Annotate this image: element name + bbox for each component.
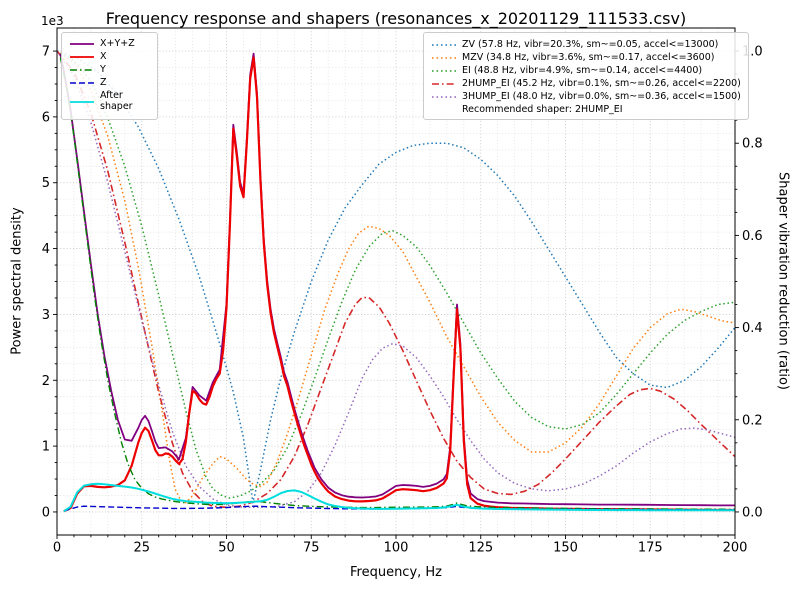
- legend-entry-3HUMP_EI: 3HUMP_EI (48.0 Hz, vibr=0.0%, sm~=0.36, …: [431, 91, 741, 102]
- legend-note: Recommended shaper: 2HUMP_EI: [462, 104, 623, 115]
- legend-entry-MZV: MZV (34.8 Hz, vibr=3.6%, sm~=0.17, accel…: [431, 52, 741, 63]
- legend-line-sample-3HUMP_EI: [432, 95, 456, 98]
- legend-line-sample-ZV: [432, 43, 456, 46]
- legend-entry-X+Y+Z: X+Y+Z: [69, 38, 150, 50]
- y-left-tick-label: 2: [42, 374, 50, 389]
- curve-2HUMP_EI: [56, 50, 736, 509]
- legend-label: ZV (57.8 Hz, vibr=20.3%, sm~=0.05, accel…: [462, 39, 719, 50]
- grid-lines: [56, 28, 736, 535]
- y-left-tick-label: 0: [42, 505, 50, 520]
- legend-line-sample-X: [70, 56, 94, 59]
- y-left-tick-label: 6: [42, 110, 50, 125]
- legend-label: MZV (34.8 Hz, vibr=3.6%, sm~=0.17, accel…: [462, 52, 715, 63]
- y-right-tick-label: 0.0: [742, 505, 763, 520]
- psd-curves: [59, 52, 736, 513]
- y-left-tick-label: 4: [42, 242, 50, 257]
- x-tick-label: 175: [638, 541, 663, 556]
- y-axis-label-left: Power spectral density: [9, 207, 25, 355]
- legend-entry-X: X: [69, 50, 150, 63]
- legend-line-sample-Y: [70, 69, 94, 71]
- y-left-tick-label: 5: [42, 176, 50, 191]
- legend-entry-Z: Z: [69, 76, 150, 89]
- legend-label: Z: [100, 76, 107, 88]
- legend-line-sample-2HUMP_EI: [432, 82, 456, 85]
- legend-label: X+Y+Z: [100, 38, 135, 49]
- x-axis-label: Frequency, Hz: [349, 565, 443, 580]
- x-tick-label: 25: [133, 541, 150, 556]
- legend-line-sample-Z: [70, 82, 94, 84]
- y-left-tick-label: 3: [42, 308, 50, 323]
- x-tick-label: 50: [218, 541, 235, 556]
- y-right-tick-label: 0.6: [742, 229, 763, 244]
- legend-line-sample-MZV: [432, 56, 456, 59]
- curve-X+Y+Z: [59, 52, 735, 507]
- legend-label: After shaper: [100, 89, 133, 112]
- shaper-legend: ZV (57.8 Hz, vibr=20.3%, sm~=0.05, accel…: [423, 32, 749, 120]
- legend-label: Y: [100, 63, 106, 75]
- legend-label: X: [100, 50, 107, 62]
- psd-legend: X+Y+Z X Y Z After shaper: [61, 32, 158, 120]
- legend-line-sample-After-shaper: [70, 100, 94, 103]
- y-right-tick-label: 0.2: [742, 413, 763, 428]
- axis-ticks: [53, 50, 739, 539]
- legend-entry-EI: EI (48.8 Hz, vibr=4.9%, sm~=0.14, accel<…: [431, 65, 741, 76]
- x-tick-label: 200: [723, 541, 748, 556]
- y-left-tick-label: 7: [42, 45, 50, 60]
- x-tick-label: 0: [53, 541, 61, 556]
- legend-entry-Y: Y: [69, 63, 150, 76]
- shaper-curves: [56, 50, 736, 509]
- curve-ZV: [56, 50, 736, 504]
- legend-entry-ZV: ZV (57.8 Hz, vibr=20.3%, sm~=0.05, accel…: [431, 39, 741, 50]
- curve-MZV: [56, 50, 736, 504]
- legend-entry-After-shaper: After shaper: [69, 89, 150, 113]
- y-right-tick-label: 0.4: [742, 321, 763, 336]
- legend-label: 3HUMP_EI (48.0 Hz, vibr=0.0%, sm~=0.36, …: [462, 91, 741, 102]
- legend-line-sample-EI: [432, 69, 456, 72]
- y-left-tick-label: 1: [42, 440, 50, 455]
- legend-line-sample-X+Y+Z: [70, 43, 94, 46]
- x-tick-label: 150: [553, 541, 578, 556]
- legend-label: EI (48.8 Hz, vibr=4.9%, sm~=0.14, accel<…: [462, 65, 703, 76]
- y-axis-label-right: Shaper vibration reduction (ratio): [775, 172, 791, 390]
- tick-labels: 0 25 50 75 100 125 150 175 200 0 1 2 3 4 5 6 7 0.0 0.2 0.4 0…: [42, 45, 763, 556]
- x-tick-label: 100: [384, 541, 409, 556]
- curve-X: [63, 56, 735, 513]
- axis-offset-text: 1e3: [41, 14, 64, 28]
- curve-Y: [59, 57, 736, 510]
- curve-After-shaper: [63, 482, 735, 513]
- x-tick-label: 125: [468, 541, 493, 556]
- y-right-tick-label: 0.8: [742, 137, 763, 152]
- x-tick-label: 75: [303, 541, 320, 556]
- legend-entry-2HUMP_EI: 2HUMP_EI (45.2 Hz, vibr=0.1%, sm~=0.26, …: [431, 78, 741, 89]
- chart-title: Frequency response and shapers (resonanc…: [105, 9, 687, 28]
- legend-label: 2HUMP_EI (45.2 Hz, vibr=0.1%, sm~=0.26, …: [462, 78, 741, 89]
